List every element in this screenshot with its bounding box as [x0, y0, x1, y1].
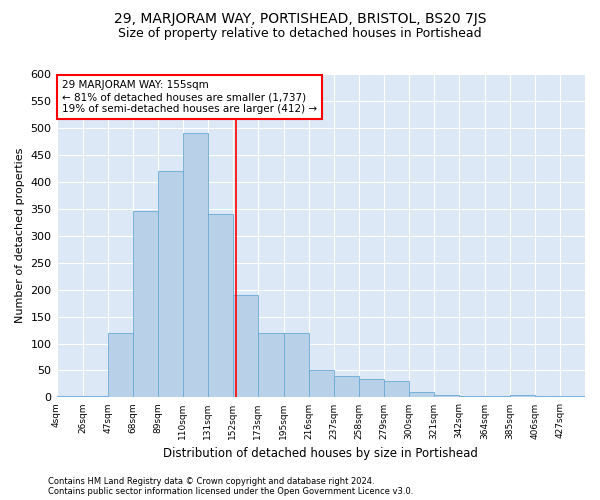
Bar — [510, 394, 535, 398]
Bar — [284, 332, 309, 398]
Text: Size of property relative to detached houses in Portishead: Size of property relative to detached ho… — [118, 28, 482, 40]
Text: 29 MARJORAM WAY: 155sqm
← 81% of detached houses are smaller (1,737)
19% of semi: 29 MARJORAM WAY: 155sqm ← 81% of detache… — [62, 80, 317, 114]
Bar — [183, 134, 208, 398]
Bar — [133, 212, 158, 398]
Bar — [233, 295, 257, 398]
Bar — [485, 396, 510, 398]
X-axis label: Distribution of detached houses by size in Portishead: Distribution of detached houses by size … — [163, 447, 478, 460]
Bar — [434, 394, 459, 398]
Bar — [409, 392, 434, 398]
Bar — [359, 378, 384, 398]
Text: 29, MARJORAM WAY, PORTISHEAD, BRISTOL, BS20 7JS: 29, MARJORAM WAY, PORTISHEAD, BRISTOL, B… — [114, 12, 486, 26]
Bar — [309, 370, 334, 398]
Bar — [459, 396, 485, 398]
Text: Contains public sector information licensed under the Open Government Licence v3: Contains public sector information licen… — [48, 487, 413, 496]
Y-axis label: Number of detached properties: Number of detached properties — [15, 148, 25, 324]
Bar — [108, 332, 133, 398]
Bar — [384, 382, 409, 398]
Bar — [158, 171, 183, 398]
Bar — [535, 396, 560, 398]
Bar — [83, 396, 108, 398]
Bar — [257, 332, 284, 398]
Bar — [334, 376, 359, 398]
Bar — [560, 396, 585, 398]
Bar — [56, 396, 83, 398]
Bar — [208, 214, 233, 398]
Text: Contains HM Land Registry data © Crown copyright and database right 2024.: Contains HM Land Registry data © Crown c… — [48, 477, 374, 486]
